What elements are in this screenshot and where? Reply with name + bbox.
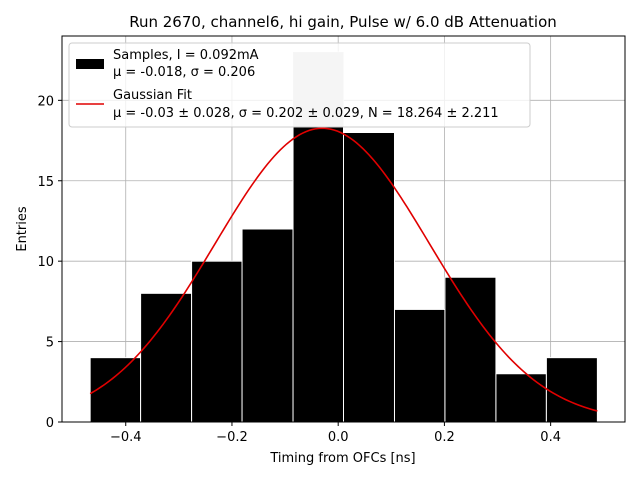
legend-samples-stats: μ = -0.018, σ = 0.206 bbox=[113, 65, 255, 80]
x-tick-label: 0.4 bbox=[540, 430, 561, 445]
y-tick-label: 10 bbox=[37, 255, 54, 270]
x-tick-label: 0.2 bbox=[434, 430, 455, 445]
gaussian-fit-curve bbox=[89, 127, 598, 412]
x-tick-label: 0.0 bbox=[328, 430, 349, 445]
chart-title: Run 2670, channel6, hi gain, Pulse w/ 6.… bbox=[129, 13, 557, 31]
legend-samples-swatch bbox=[76, 59, 104, 69]
legend-fit-stats: μ = -0.03 ± 0.028, σ = 0.202 ± 0.029, N … bbox=[113, 106, 499, 121]
histogram-bar-9 bbox=[495, 373, 547, 423]
legend-samples-label: Samples, I = 0.092mA bbox=[113, 48, 259, 63]
histogram-bar-8 bbox=[444, 276, 497, 423]
y-tick-label: 20 bbox=[37, 94, 54, 109]
histogram-bar-3 bbox=[191, 260, 243, 423]
legend: Samples, I = 0.092mA μ = -0.018, σ = 0.2… bbox=[68, 42, 531, 128]
histogram-bar-7 bbox=[393, 308, 446, 423]
histogram-bar-2 bbox=[140, 292, 193, 423]
y-tick-label: 0 bbox=[46, 416, 54, 431]
y-tick-label: 5 bbox=[46, 336, 54, 351]
plot-frame bbox=[61, 35, 626, 423]
y-axis-label: Entries bbox=[15, 206, 30, 252]
y-tick-label: 15 bbox=[37, 175, 54, 190]
ticks-layer: −0.4 −0.2 0.0 0.2 0.4 0 5 10 15 20 bbox=[37, 94, 561, 445]
histogram-bar-6 bbox=[343, 132, 395, 423]
legend-box bbox=[68, 42, 531, 128]
histogram-bar-4 bbox=[241, 228, 294, 423]
legend-fit-label: Gaussian Fit bbox=[113, 88, 192, 103]
x-axis-label: Timing from OFCs [ns] bbox=[269, 451, 415, 466]
histogram-bar-10 bbox=[545, 357, 598, 423]
x-tick-label: −0.2 bbox=[216, 430, 248, 445]
x-tick-label: −0.4 bbox=[110, 430, 142, 445]
